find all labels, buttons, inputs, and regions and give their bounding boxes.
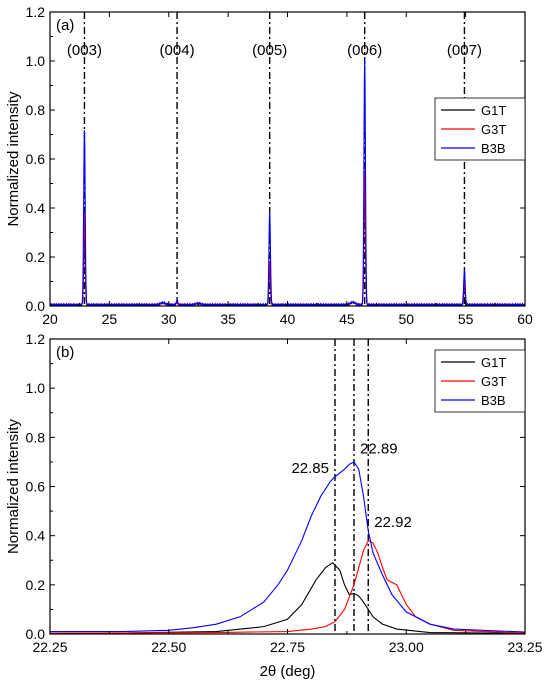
panel-label: (a) [56,17,74,34]
y-tick-label: 0.8 [26,102,46,118]
series-line-g3t [50,170,525,306]
series-line-g1t [50,561,525,634]
y-tick-label: 1.0 [26,53,46,69]
x-tick-label: 40 [280,311,296,327]
y-axis-title: Normalized intensity [5,91,22,227]
x-axis-title: 2θ (deg) [260,663,316,680]
legend: G1T G3T B3B [434,97,526,161]
peak-index-label: (004) [160,42,195,59]
series-line-g3t [50,539,525,634]
y-tick-label: 1.0 [26,380,46,396]
peak-position-label: 22.85 [291,460,329,477]
x-tick-label: 30 [161,311,177,327]
legend-label: G1T [481,103,506,118]
x-tick-label: 50 [398,311,414,327]
legend-label: G3T [481,122,506,137]
peak-index-label: (003) [67,42,102,59]
peak-index-label: (005) [252,42,287,59]
x-tick-label: 25 [102,311,118,327]
y-tick-label: 0.0 [26,626,46,642]
panel-b: 22.25 22.50 22.75 23.00 23.25 0.0 0.2 0.4 0.6 0.8… [5,331,543,680]
series-line-g1t [50,177,525,306]
legend-label: G3T [481,374,506,389]
x-tick-label: 23.00 [389,639,424,655]
y-tick-label: 0.2 [26,249,46,265]
peak-index-label: (007) [447,42,482,59]
x-tick-label: 55 [458,311,474,327]
y-tick-label: 0.4 [26,200,46,216]
y-tick-label: 0.0 [26,298,46,314]
legend-label: B3B [481,393,506,408]
peak-position-label: 22.92 [374,514,412,531]
x-tick-label: 22.75 [270,639,305,655]
y-tick-label: 0.8 [26,429,46,445]
y-tick-label: 0.6 [26,479,46,495]
panel-label: (b) [56,344,74,361]
y-tick-label: 0.2 [26,577,46,593]
y-tick-label: 0.4 [26,528,46,544]
x-tick-label: 22.25 [32,639,67,655]
legend: G1T G3T B3B [434,349,526,413]
y-tick-label: 0.6 [26,151,46,167]
panel-a: 20 25 30 35 40 45 50 55 60 0.0 0.2 0.4 0.6 0.8 1.0 1.2 (… [5,4,533,327]
x-tick-label: 20 [42,311,58,327]
series-line-b3b [50,59,525,306]
y-tick-label: 1.2 [26,4,46,20]
legend-label: G1T [481,355,506,370]
peak-index-label: (006) [347,42,382,59]
x-tick-label: 45 [339,311,355,327]
x-tick-label: 23.25 [507,639,542,655]
y-axis-title: Normalized intensity [5,418,22,554]
x-tick-label: 22.50 [151,639,186,655]
x-tick-label: 60 [517,311,533,327]
series-group [50,461,525,634]
legend-label: B3B [481,141,506,156]
y-tick-label: 1.2 [26,331,46,347]
series-group [50,59,525,306]
peak-position-label: 22.89 [360,440,398,457]
x-tick-label: 35 [220,311,236,327]
series-line-b3b [50,461,525,633]
